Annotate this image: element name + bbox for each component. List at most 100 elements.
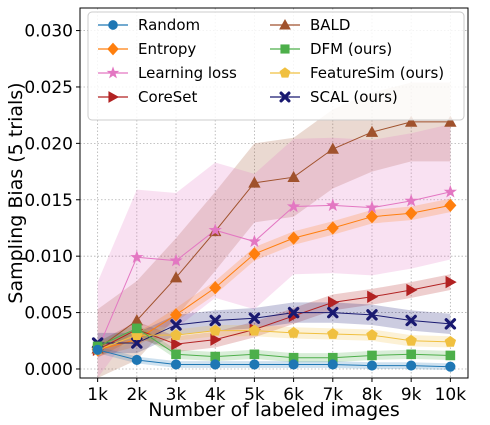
x-tick-label: 4k	[205, 385, 226, 405]
x-tick-label: 3k	[166, 385, 187, 405]
random-line	[97, 349, 451, 368]
x-tick-label: 6k	[283, 385, 304, 405]
learning-loss-point	[326, 198, 340, 212]
random-point	[249, 359, 260, 370]
scal-ours-point	[248, 312, 261, 324]
scal-ours-point	[327, 306, 339, 319]
coreset-point	[327, 296, 340, 309]
x-tick-label: 9k	[401, 385, 422, 405]
scal-ours-legend-label: SCAL (ours)	[310, 88, 398, 106]
y-axis-title: Sampling Bias (5 trials)	[5, 82, 27, 303]
x-axis-title: Number of labeled images	[148, 399, 400, 421]
series-lines	[97, 121, 451, 368]
entropy-legend-label: Entropy	[138, 40, 196, 58]
confidence-bands	[97, 82, 451, 378]
x-tick-label: 7k	[322, 385, 343, 405]
y-tick-label: 0.020	[24, 134, 73, 154]
coreset-point	[445, 275, 457, 289]
bald-line	[97, 121, 451, 350]
scal-ours-line	[97, 312, 451, 344]
legend: Random Entropy Learning loss CoreSet BALD DFM…	[87, 11, 465, 121]
dfm-ours-point	[249, 349, 260, 360]
learning-loss-point	[286, 199, 301, 213]
dfm-ours-point	[406, 349, 416, 360]
learning-loss-point	[443, 184, 458, 198]
dfm-ours-point	[171, 349, 181, 360]
random-point	[92, 344, 103, 355]
plot-frame	[79, 7, 469, 379]
random-point	[327, 359, 338, 370]
coreset-legend-marker	[108, 91, 120, 103]
x-tick-label: 8k	[362, 385, 383, 405]
bald-point	[169, 271, 183, 283]
dfm-ours-legend-label: DFM (ours)	[310, 40, 392, 58]
series-markers	[90, 115, 458, 372]
scal-ours-legend-marker	[279, 91, 291, 103]
learning-loss-point	[365, 200, 379, 214]
bald-legend-label: BALD	[310, 16, 350, 34]
learning-loss-point	[247, 234, 262, 248]
featuresim-ours-legend-label: FeatureSim (ours)	[310, 64, 444, 82]
featuresim-ours-point	[405, 334, 417, 346]
scal-ours-point	[405, 314, 417, 327]
random-point	[210, 359, 221, 370]
coreset-band	[97, 274, 451, 358]
entropy-line	[97, 204, 451, 351]
dfm-ours-line	[97, 327, 451, 359]
featuresim-ours-point	[170, 329, 182, 340]
coreset-point	[367, 290, 379, 303]
x-tick-label: 10k	[435, 385, 467, 405]
featuresim-ours-point	[248, 324, 261, 336]
bald-point	[248, 176, 261, 188]
entropy-point	[209, 281, 222, 295]
entropy-point	[326, 221, 339, 235]
scal-ours-point	[209, 314, 221, 327]
coreset-line	[97, 281, 451, 351]
x-tick-label: 2k	[126, 385, 147, 405]
dfm-ours-band	[97, 323, 451, 363]
dfm-ours-legend-marker	[280, 44, 290, 54]
y-tick-label: 0.005	[24, 304, 73, 324]
y-tick-label: 0.000	[24, 360, 73, 380]
learning-loss-point	[130, 250, 144, 263]
scal-ours-point	[131, 337, 143, 349]
featuresim-ours-point	[327, 328, 339, 339]
y-tick-label: 0.030	[24, 22, 73, 42]
entropy-point	[169, 308, 183, 322]
random-legend-label: Random	[138, 16, 200, 34]
random-point	[445, 361, 456, 372]
entropy-point	[287, 231, 300, 245]
x-tick-label: 1k	[87, 385, 108, 405]
learning-loss-point	[404, 193, 418, 207]
learning-loss-band	[97, 124, 451, 378]
bald-point	[326, 142, 339, 154]
bald-band	[97, 82, 451, 378]
scal-ours-band	[97, 302, 451, 354]
featuresim-ours-point	[366, 329, 378, 340]
dfm-ours-point	[367, 350, 377, 361]
random-point	[170, 359, 182, 370]
entropy-legend-marker	[107, 42, 119, 56]
bald-legend-marker	[279, 18, 291, 30]
y-tick-label: 0.015	[24, 191, 73, 211]
featuresim-ours-point	[444, 335, 457, 347]
entropy-point	[248, 247, 261, 261]
dfm-ours-point	[132, 323, 142, 334]
coreset-point	[406, 283, 418, 297]
bald-point	[404, 115, 418, 127]
coreset-point	[171, 337, 183, 351]
scal-ours-point	[287, 306, 300, 319]
scal-ours-point	[444, 318, 457, 330]
coreset-legend-label: CoreSet	[138, 88, 197, 106]
x-tick-label: 5k	[244, 385, 265, 405]
bald-point	[365, 125, 379, 137]
legend-box	[87, 11, 465, 121]
learning-loss-legend-label: Learning loss	[138, 64, 237, 82]
y-tick-label: 0.025	[24, 78, 73, 98]
learning-loss-legend-marker	[106, 66, 120, 79]
entropy-point	[444, 198, 457, 213]
random-point	[131, 354, 142, 366]
bald-point	[287, 170, 300, 183]
axis-ticks: 0.000 0.005 0.010 0.015 0.020 0.025 0.030 1k 2k 3…	[24, 22, 466, 405]
